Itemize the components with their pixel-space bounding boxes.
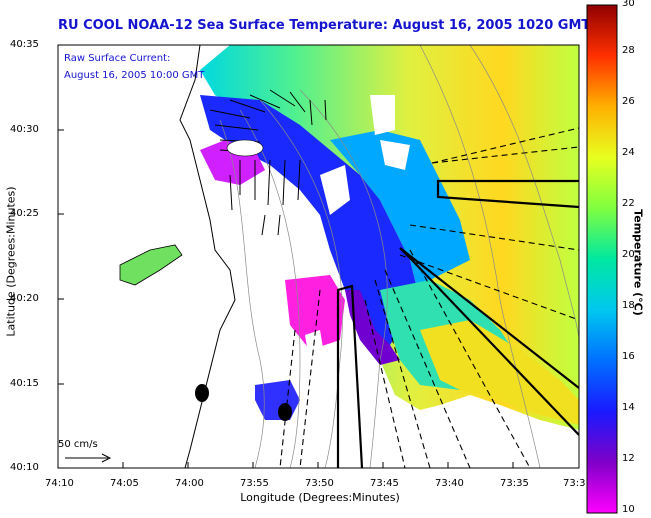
- colorbar-tick: 14: [622, 402, 635, 413]
- sst-field-cool: [200, 95, 420, 355]
- colorbar-tick: 26: [622, 96, 635, 107]
- y-axis-label: Latitude (Degrees:Minutes): [4, 186, 18, 337]
- colorbar-tick: 10: [622, 504, 635, 515]
- sst-cold-patch-mid: [285, 275, 345, 350]
- shipping-lanes: [336, 179, 579, 468]
- x-tick-label: 73:35: [500, 478, 529, 489]
- sst-purple-edge: [345, 290, 400, 365]
- x-tick-label: 74:10: [45, 478, 74, 489]
- scale-arrow: [65, 453, 112, 463]
- x-tick-label: 73:55: [240, 478, 269, 489]
- scale-label: 50 cm/s: [58, 439, 98, 450]
- y-tick-label: 40:30: [10, 124, 39, 135]
- colorbar-tick: 24: [622, 147, 635, 158]
- colorbar-tick: 18: [622, 300, 635, 311]
- map-title: RU COOL NOAA-12 Sea Surface Temperature:…: [58, 18, 591, 33]
- colorbar: [586, 4, 618, 514]
- y-tick-label: 40:25: [10, 208, 39, 219]
- vector-cluster: [226, 139, 264, 157]
- y-tick-label: 40:20: [10, 293, 39, 304]
- station-marker: [195, 384, 209, 402]
- current-legend-date: August 16, 2005 10:00 GMT: [64, 70, 205, 81]
- colorbar-tick: 30: [622, 0, 635, 9]
- y-tick-label: 40:10: [10, 462, 39, 473]
- colorbar-tick: 20: [622, 249, 635, 260]
- x-tick-label: 73:50: [305, 478, 334, 489]
- colorbar-tick: 28: [622, 45, 635, 56]
- sector-lines: [279, 127, 579, 468]
- colorbar-tick: 16: [622, 351, 635, 362]
- current-vectors: [209, 89, 327, 236]
- x-tick-label: 73:3: [563, 478, 586, 489]
- sst-field-mid: [330, 130, 470, 300]
- x-tick-label: 74:05: [110, 478, 139, 489]
- y-tick-label: 40:35: [10, 39, 39, 50]
- station-marker: [278, 403, 292, 421]
- current-legend-title: Raw Surface Current:: [64, 53, 171, 64]
- cloud-gap-4: [305, 330, 325, 365]
- bathymetry-contours: [219, 45, 579, 468]
- cloud-gap-1: [370, 95, 395, 135]
- y-tick-label: 40:15: [10, 378, 39, 389]
- x-axis-label: Longitude (Degrees:Minutes): [240, 491, 400, 504]
- x-tick-label: 73:45: [370, 478, 399, 489]
- cloud-gap-2: [380, 140, 410, 170]
- colorbar-tick: 12: [622, 453, 635, 464]
- cloud-gap-3: [320, 165, 350, 215]
- x-tick-label: 73:40: [435, 478, 464, 489]
- estuary-patch: [119, 244, 183, 286]
- axis-ticks: [57, 44, 514, 469]
- x-tick-label: 74:00: [175, 478, 204, 489]
- sst-field-yellow: [420, 320, 579, 425]
- colorbar-tick: 22: [622, 198, 635, 209]
